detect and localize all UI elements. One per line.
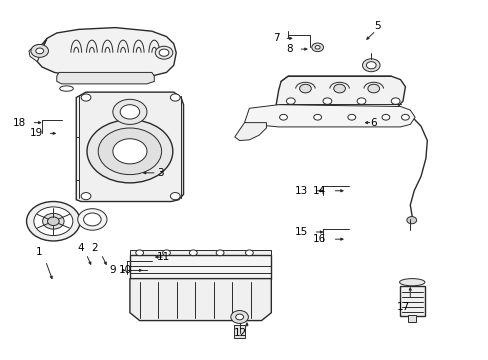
Text: 6: 6: [370, 118, 376, 128]
Circle shape: [315, 45, 320, 49]
Circle shape: [31, 44, 48, 57]
Circle shape: [36, 48, 43, 54]
Circle shape: [311, 43, 323, 51]
Circle shape: [216, 250, 224, 256]
Polygon shape: [76, 92, 183, 202]
Circle shape: [299, 84, 311, 93]
Ellipse shape: [60, 86, 73, 91]
Circle shape: [279, 114, 287, 120]
Text: 4: 4: [77, 243, 83, 253]
Bar: [130, 250, 271, 255]
Circle shape: [78, 209, 107, 230]
Circle shape: [367, 84, 379, 93]
Text: 7: 7: [272, 33, 279, 43]
Bar: [399, 286, 424, 316]
Polygon shape: [57, 72, 154, 84]
Text: 16: 16: [312, 234, 326, 244]
Circle shape: [323, 98, 331, 104]
Bar: [407, 315, 415, 321]
Circle shape: [362, 59, 379, 72]
Circle shape: [235, 314, 243, 320]
Circle shape: [162, 250, 170, 256]
Circle shape: [81, 94, 91, 101]
Circle shape: [406, 217, 416, 224]
Circle shape: [347, 114, 355, 120]
Text: 11: 11: [157, 252, 170, 262]
Text: 1: 1: [36, 247, 42, 257]
Text: 8: 8: [286, 44, 293, 54]
Circle shape: [98, 128, 161, 175]
Text: 15: 15: [294, 227, 307, 237]
Circle shape: [47, 217, 59, 226]
Polygon shape: [276, 76, 405, 108]
Text: 17: 17: [396, 302, 409, 312]
Text: 18: 18: [13, 118, 26, 128]
Polygon shape: [37, 28, 176, 78]
Ellipse shape: [399, 279, 424, 286]
Circle shape: [390, 98, 399, 104]
Circle shape: [245, 250, 253, 256]
Circle shape: [313, 114, 321, 120]
Circle shape: [42, 213, 64, 229]
Circle shape: [26, 202, 80, 241]
Circle shape: [34, 207, 73, 235]
Polygon shape: [234, 123, 266, 140]
Circle shape: [87, 120, 172, 183]
Text: 5: 5: [374, 21, 380, 31]
Text: 12: 12: [233, 328, 246, 338]
Text: 9: 9: [109, 265, 116, 275]
Text: 19: 19: [29, 129, 42, 138]
Circle shape: [159, 49, 168, 56]
Circle shape: [170, 94, 180, 101]
Text: 2: 2: [91, 243, 98, 253]
Circle shape: [81, 193, 91, 200]
Circle shape: [83, 213, 101, 226]
Circle shape: [136, 250, 143, 256]
Bar: [130, 255, 271, 279]
Circle shape: [381, 114, 389, 120]
Text: 10: 10: [119, 265, 132, 275]
Polygon shape: [130, 279, 271, 320]
Bar: [233, 325, 245, 338]
Circle shape: [113, 139, 147, 164]
Text: 14: 14: [312, 186, 326, 196]
Polygon shape: [244, 105, 414, 127]
Circle shape: [170, 193, 180, 200]
Circle shape: [120, 105, 140, 119]
Circle shape: [230, 311, 248, 323]
Circle shape: [155, 46, 172, 59]
Circle shape: [356, 98, 365, 104]
Text: 13: 13: [294, 186, 307, 196]
Circle shape: [189, 250, 197, 256]
Text: 3: 3: [157, 168, 163, 178]
Circle shape: [113, 99, 147, 125]
Circle shape: [286, 98, 295, 104]
Circle shape: [366, 62, 375, 69]
Circle shape: [401, 114, 408, 120]
Circle shape: [333, 84, 345, 93]
Polygon shape: [29, 39, 47, 62]
